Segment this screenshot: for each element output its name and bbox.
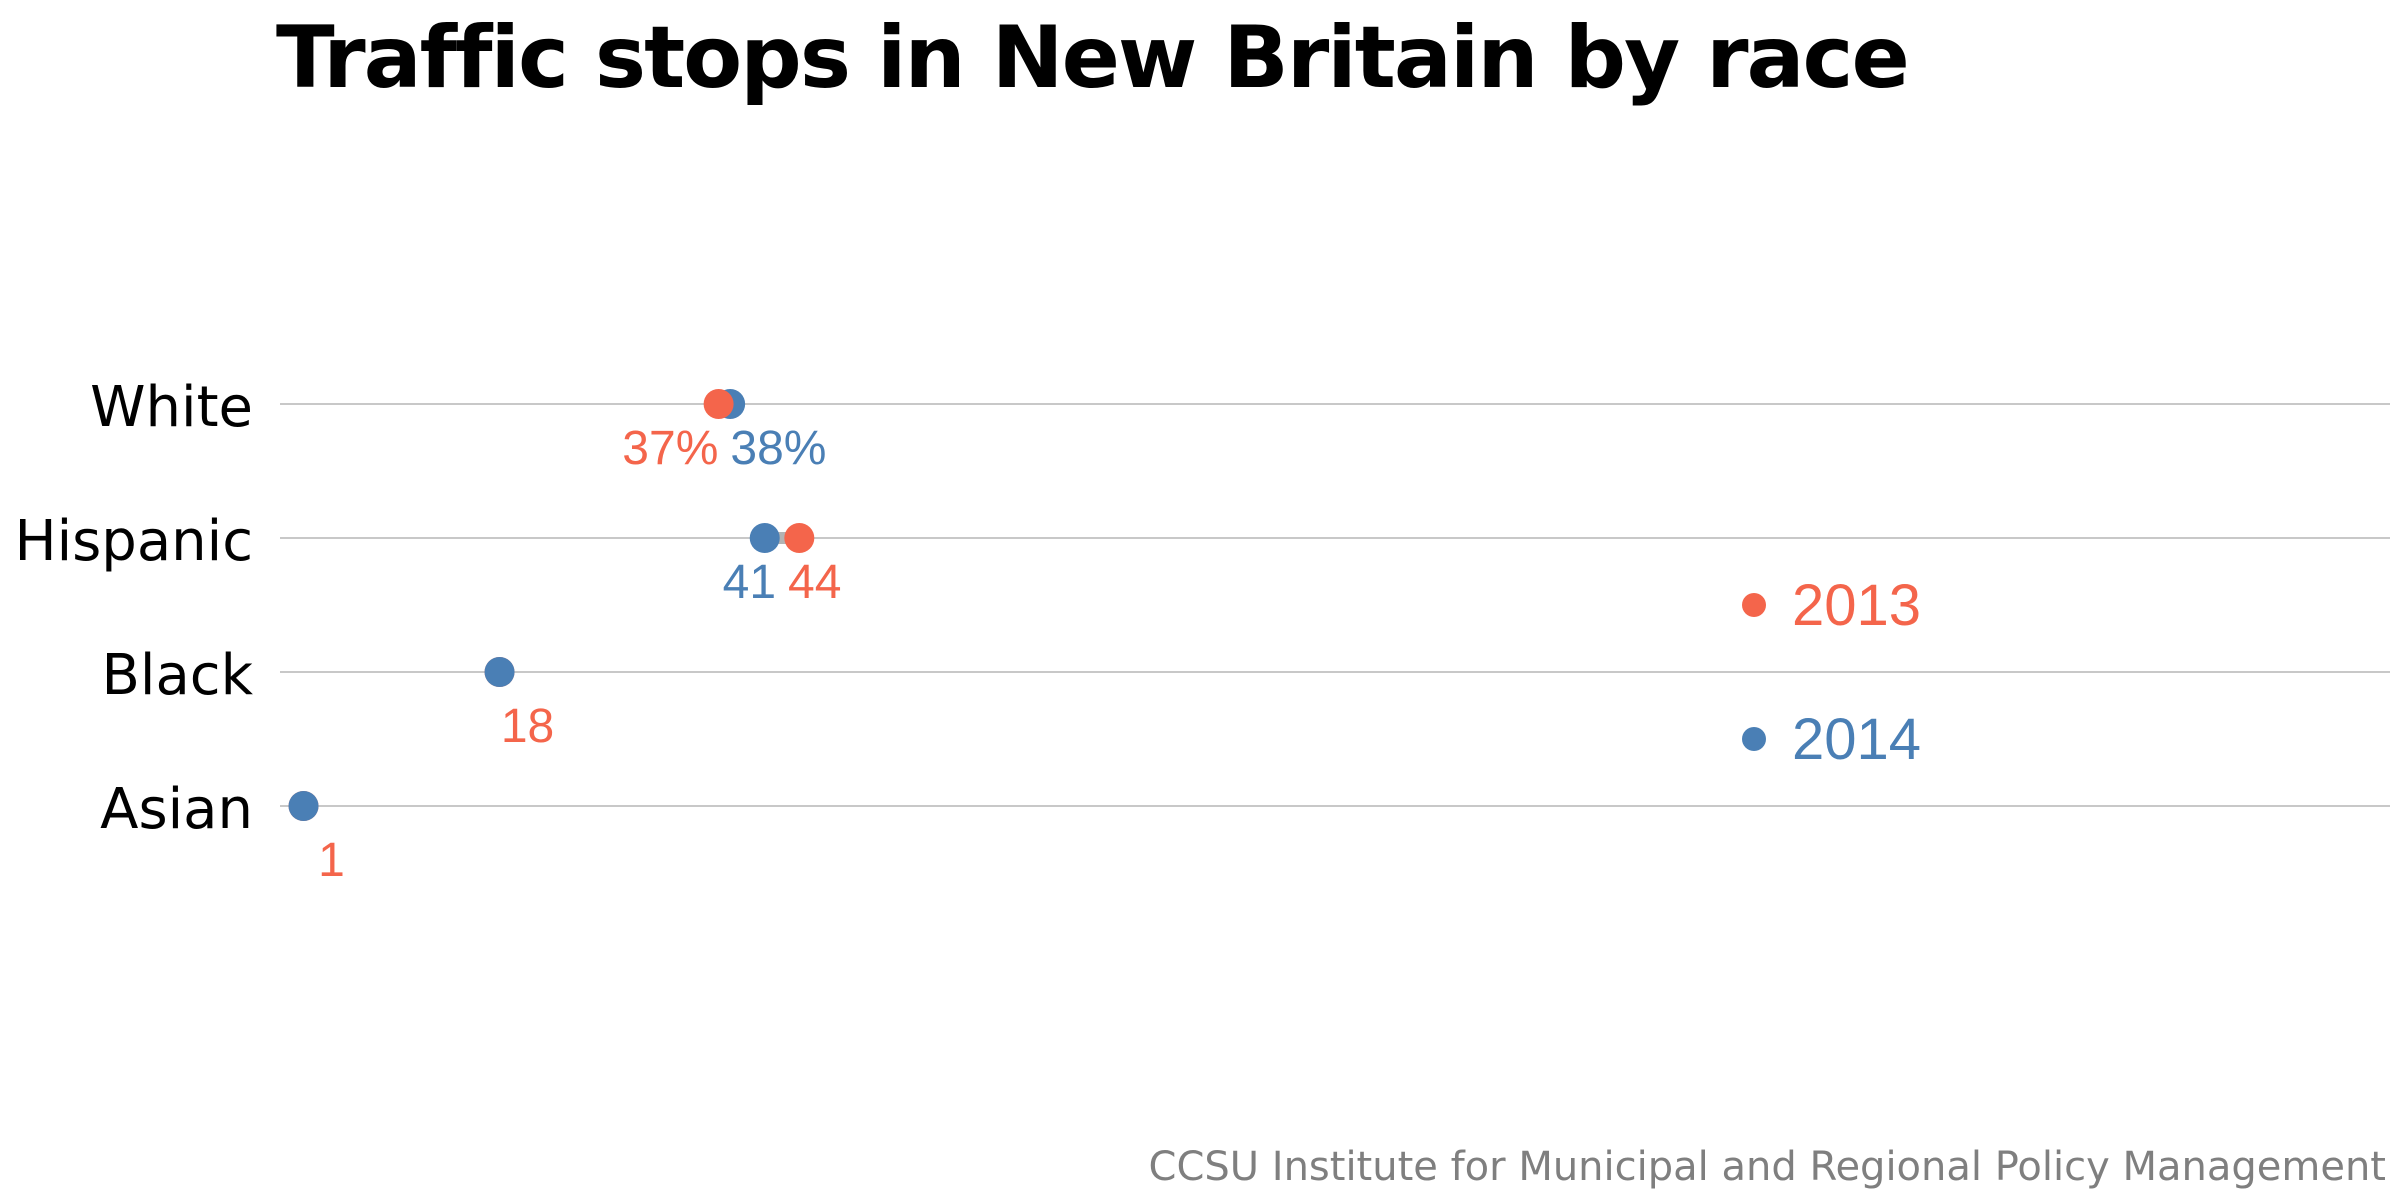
legend-label-2013: 2013 bbox=[1792, 573, 1921, 638]
legend-label-2014: 2014 bbox=[1792, 707, 1921, 772]
point-2013-white bbox=[703, 389, 734, 419]
legend-marker-2013 bbox=[1742, 593, 1766, 617]
data-label-2014-white: 38% bbox=[730, 422, 826, 475]
point-2013-hispanic bbox=[784, 523, 815, 553]
category-label-white: White bbox=[90, 375, 253, 440]
category-label-hispanic: Hispanic bbox=[14, 509, 253, 574]
category-label-asian: Asian bbox=[100, 777, 253, 842]
point-2014-black bbox=[484, 657, 515, 687]
data-label-2013-black: 18 bbox=[501, 700, 554, 753]
point-2014-asian bbox=[288, 791, 319, 821]
category-label-black: Black bbox=[101, 643, 253, 708]
data-label-2013-white: 37% bbox=[622, 422, 718, 475]
point-2014-hispanic bbox=[749, 523, 780, 553]
data-label-2014-hispanic: 41 bbox=[723, 556, 776, 609]
data-label-2013-hispanic: 44 bbox=[788, 556, 841, 609]
chart-title: Traffic stops in New Britain by race bbox=[276, 8, 1910, 108]
source-credit: CCSU Institute for Municipal and Regiona… bbox=[1148, 1144, 2386, 1190]
legend-marker-2014 bbox=[1742, 727, 1766, 751]
data-label-2013-asian: 1 bbox=[318, 834, 345, 887]
